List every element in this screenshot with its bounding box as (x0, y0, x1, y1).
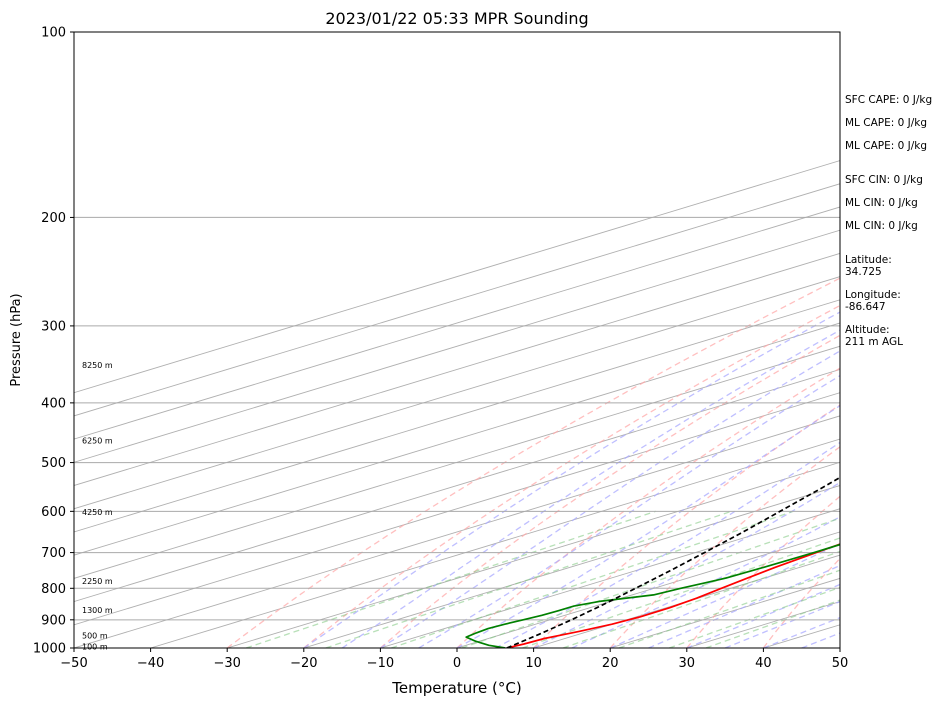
moist-adiabat (456, 404, 840, 648)
isobars (74, 216, 840, 621)
dry-adiabat (379, 334, 840, 648)
parcel-profile (506, 476, 840, 648)
height-label: 500 m (82, 632, 108, 641)
mixing-ratio-line (245, 510, 656, 648)
ml-cin: ML CIN: 0 J/kg (845, 197, 918, 209)
x-tick-label: 10 (525, 656, 542, 671)
moist-adiabat (303, 311, 840, 648)
moist-adiabat (380, 350, 840, 648)
sounding-profiles (465, 476, 840, 648)
y-tick-label: 1000 (33, 642, 66, 657)
ml-cape: ML CAPE: 0 J/kg (845, 117, 928, 129)
dry-adiabat (303, 304, 840, 648)
y-tick-label: 800 (41, 582, 66, 597)
isotherm-line (150, 438, 840, 648)
height-label: 1300 m (82, 606, 113, 615)
temperature-profile (506, 543, 840, 648)
isotherm-line (74, 392, 840, 626)
isotherm-line (74, 183, 840, 417)
ml-cape-2: ML CAPE: 0 J/kg (845, 140, 928, 152)
y-tick-label: 700 (41, 546, 66, 561)
isotherm-line (74, 206, 840, 440)
moist-adiabat (418, 374, 840, 648)
isotherm-line (456, 531, 840, 648)
x-axis-ticks: −50 −40 −30 −20 −10 0 10 20 30 40 50 (60, 648, 848, 671)
y-tick-label: 100 (41, 26, 66, 41)
chart-title: 2023/01/22 05:33 MPR Sounding (325, 9, 588, 28)
height-label: 2250 m (82, 577, 113, 586)
x-tick-label: −10 (367, 656, 394, 671)
dry-adiabat (609, 445, 840, 648)
latitude: Latitude: 34.725 (845, 254, 892, 278)
moist-adiabat (341, 329, 840, 648)
isotherm-line (74, 160, 840, 394)
height-labels: 100 m 500 m 1300 m 2250 m 4250 m 6250 m 8250 m (82, 361, 113, 652)
moist-adiabat (571, 516, 840, 648)
x-tick-label: 40 (755, 656, 772, 671)
dewpoint-profile (465, 543, 840, 648)
altitude: Altitude: 211 m AGL (845, 324, 903, 348)
y-tick-label: 600 (41, 505, 66, 520)
mixing-ratio-line (668, 586, 840, 648)
y-axis-label: Pressure (hPa) (9, 293, 24, 386)
x-tick-label: 0 (453, 656, 461, 671)
isotherm-line (74, 322, 840, 556)
y-tick-label: 400 (41, 396, 66, 411)
mixing-ratio-line (618, 569, 840, 648)
y-tick-label: 500 (41, 456, 66, 471)
y-tick-label: 300 (41, 319, 66, 334)
x-tick-label: 50 (832, 656, 849, 671)
isotherm-line (74, 229, 840, 463)
isotherm-line (303, 485, 840, 648)
height-label: 6250 m (82, 436, 113, 445)
x-tick-label: −50 (60, 656, 87, 671)
mixing-ratio-line (325, 510, 732, 648)
height-label: 4250 m (82, 508, 113, 517)
isotherm-line (74, 345, 840, 579)
dry-adiabat (226, 277, 840, 648)
isotherm-line (74, 415, 840, 648)
moist-adiabat (495, 441, 840, 648)
y-axis-ticks: 100 200 300 400 500 600 700 800 900 1000 (33, 26, 74, 657)
x-tick-label: −20 (290, 656, 317, 671)
isotherm-line (74, 276, 840, 510)
height-label: 8250 m (82, 361, 113, 370)
mixing-ratio-line (461, 517, 840, 648)
y-tick-label: 900 (41, 613, 66, 628)
dry-adiabat (762, 557, 840, 648)
sfc-cin: SFC CIN: 0 J/kg (845, 174, 923, 186)
isotherm-line (74, 368, 840, 603)
dry-adiabat (456, 367, 840, 648)
x-tick-label: −40 (137, 656, 164, 671)
x-tick-label: 20 (602, 656, 619, 671)
mixing-ratio-line (705, 599, 840, 648)
longitude: Longitude: -86.647 (845, 289, 901, 313)
x-tick-label: 30 (679, 656, 696, 671)
y-tick-label: 200 (41, 211, 66, 226)
sfc-cape: SFC CAPE: 0 J/kg (845, 94, 933, 106)
ml-cin-2: ML CIN: 0 J/kg (845, 220, 918, 232)
isotherm-line (74, 299, 840, 533)
x-axis-label: Temperature (°C) (391, 679, 521, 697)
isotherm-line (74, 252, 840, 486)
x-tick-label: −30 (213, 656, 240, 671)
moist-adiabat (648, 564, 840, 648)
height-label: 100 m (82, 643, 108, 652)
isotherm-line (227, 461, 840, 648)
